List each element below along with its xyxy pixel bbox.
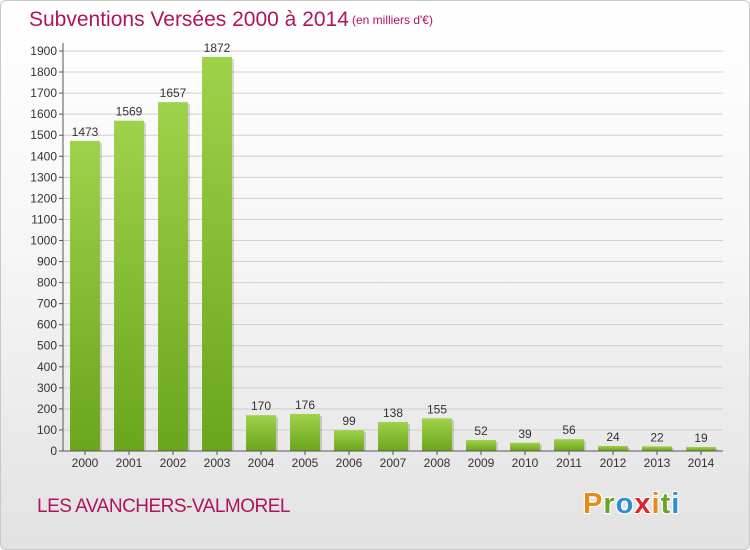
logo-letter: r (603, 488, 616, 520)
x-tick-label: 2010 (512, 456, 539, 470)
y-tick-label: 1400 (30, 149, 57, 163)
x-tick-label: 2008 (424, 456, 451, 470)
bar (510, 442, 540, 451)
y-tick-label: 1000 (30, 233, 57, 247)
data-label: 155 (427, 402, 447, 416)
x-tick-label: 2011 (556, 456, 582, 470)
data-label: 56 (562, 423, 576, 437)
y-axis-ticks: 0 100 200 300 400 500 600 700 800 900 1000 1100 1200… (30, 44, 63, 458)
x-tick-label: 2002 (160, 456, 187, 470)
proxiti-logo: Proxiti (583, 488, 680, 521)
x-tick-label: 2009 (468, 456, 495, 470)
chart-subtitle: (en milliers d'€) (352, 13, 433, 27)
y-tick-label: 1100 (31, 212, 57, 226)
x-tick-label: 2004 (248, 456, 275, 470)
data-label: 1657 (160, 86, 187, 100)
bars (70, 56, 718, 452)
y-tick-label: 1900 (30, 44, 57, 58)
y-tick-label: 1200 (30, 191, 57, 205)
y-tick-label: 300 (37, 381, 57, 395)
y-tick-label: 900 (37, 255, 57, 269)
data-label: 19 (694, 431, 708, 445)
x-axis-ticks: 2000 2001 2002 2003 2004 2005 2006 2007 2008 2009… (72, 451, 715, 470)
bar (158, 102, 188, 451)
data-label: 24 (606, 430, 620, 444)
data-label: 39 (518, 427, 532, 441)
bar (202, 56, 232, 451)
y-tick-label: 1700 (30, 86, 57, 100)
logo-letter: t (660, 488, 672, 520)
x-tick-label: 2005 (292, 456, 319, 470)
y-tick-label: 600 (37, 318, 57, 332)
data-label: 138 (383, 406, 403, 420)
bar (642, 446, 672, 451)
bar (598, 445, 628, 451)
x-tick-label: 2003 (204, 456, 231, 470)
y-tick-label: 1800 (30, 65, 57, 79)
commune-name: LES AVANCHERS-VALMOREL (37, 496, 290, 517)
y-tick-label: 1600 (30, 107, 57, 121)
bar (70, 140, 100, 452)
bar (686, 447, 716, 451)
data-label: 22 (650, 430, 664, 444)
bar (334, 430, 364, 451)
x-tick-label: 2014 (688, 456, 715, 470)
logo-letter: i (671, 488, 681, 520)
data-labels: 1473 1569 1657 1872 170 176 99 138 155 52 39 56 24 22… (72, 41, 708, 445)
bar (246, 415, 276, 451)
x-tick-label: 2001 (116, 456, 143, 470)
data-label: 52 (474, 424, 488, 438)
y-tick-label: 400 (37, 360, 57, 374)
bar (554, 439, 584, 451)
logo-letter: i (651, 488, 661, 520)
bar (422, 418, 452, 451)
x-tick-label: 2013 (644, 456, 671, 470)
y-tick-label: 500 (37, 339, 57, 353)
bar (466, 440, 496, 451)
x-tick-label: 2006 (336, 456, 363, 470)
y-tick-label: 700 (37, 297, 57, 311)
data-label: 99 (342, 414, 356, 428)
logo-letter: x (634, 488, 652, 520)
data-label: 1569 (116, 105, 143, 119)
data-label: 1473 (72, 125, 99, 139)
data-label: 176 (295, 398, 315, 412)
y-tick-label: 100 (37, 423, 57, 437)
logo-letter: o (615, 488, 635, 520)
y-tick-label: 1500 (30, 128, 57, 142)
x-tick-label: 2007 (380, 456, 407, 470)
y-tick-label: 800 (37, 276, 57, 290)
x-tick-label: 2000 (72, 456, 99, 470)
bar (114, 120, 144, 452)
y-tick-label: 200 (37, 402, 57, 416)
bar (378, 421, 408, 451)
chart-title: Subventions Versées 2000 à 2014 (29, 8, 349, 31)
y-tick-label: 0 (50, 444, 57, 458)
bar (290, 413, 320, 451)
axes (62, 43, 723, 452)
data-label: 1872 (204, 41, 231, 55)
y-tick-label: 1300 (30, 170, 57, 184)
data-label: 170 (251, 399, 271, 413)
logo-letter: P (583, 488, 604, 520)
x-tick-label: 2012 (600, 456, 627, 470)
